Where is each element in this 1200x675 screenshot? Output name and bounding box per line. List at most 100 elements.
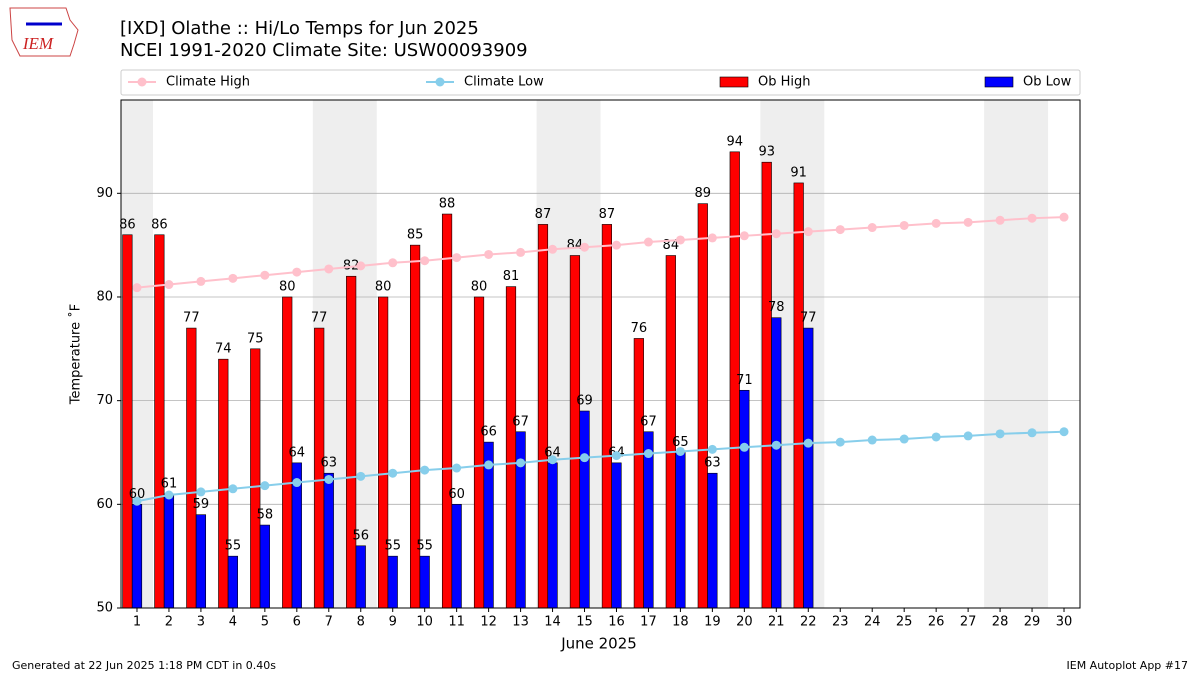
value-label: 87 bbox=[535, 207, 552, 222]
value-label: 64 bbox=[544, 445, 561, 460]
legend-swatch bbox=[984, 76, 1014, 88]
value-label: 63 bbox=[704, 456, 721, 471]
line-marker bbox=[356, 471, 366, 481]
value-label: 76 bbox=[631, 321, 648, 336]
line-marker bbox=[867, 435, 877, 445]
value-label: 80 bbox=[375, 279, 392, 294]
legend-marker bbox=[435, 77, 445, 87]
line-marker bbox=[899, 434, 909, 444]
line-marker bbox=[1027, 428, 1037, 438]
legend-label: Climate High bbox=[166, 75, 250, 90]
x-tick-label: 12 bbox=[480, 615, 497, 630]
bar bbox=[579, 410, 590, 609]
value-label: 66 bbox=[480, 425, 497, 440]
line-marker bbox=[611, 240, 621, 250]
line-marker bbox=[196, 487, 206, 497]
line-marker bbox=[963, 217, 973, 227]
bar bbox=[761, 161, 772, 609]
line-marker bbox=[420, 465, 430, 475]
x-tick-label: 28 bbox=[992, 615, 1009, 630]
value-label: 80 bbox=[279, 279, 296, 294]
x-tick-label: 13 bbox=[512, 615, 529, 630]
legend-swatch bbox=[719, 76, 749, 88]
line-marker bbox=[1027, 213, 1037, 223]
value-label: 77 bbox=[183, 311, 200, 326]
bar bbox=[163, 493, 175, 609]
line-marker bbox=[484, 249, 494, 259]
bar bbox=[707, 472, 718, 609]
bar bbox=[259, 524, 270, 609]
value-label: 65 bbox=[672, 435, 689, 450]
bar bbox=[697, 203, 708, 609]
line-marker bbox=[707, 444, 717, 454]
line-marker bbox=[963, 431, 973, 441]
line-marker bbox=[995, 215, 1005, 225]
x-tick-label: 1 bbox=[133, 615, 141, 630]
line-marker bbox=[675, 446, 685, 456]
bar bbox=[473, 296, 485, 609]
x-tick-label: 23 bbox=[832, 615, 849, 630]
line-marker bbox=[292, 478, 302, 488]
line-marker bbox=[643, 449, 653, 459]
line bbox=[136, 216, 1065, 289]
bar bbox=[665, 255, 676, 609]
value-label: 77 bbox=[800, 311, 817, 326]
y-tick-label: 80 bbox=[96, 289, 113, 304]
line-marker bbox=[580, 453, 590, 463]
line-marker bbox=[452, 463, 462, 473]
value-label: 64 bbox=[289, 445, 306, 460]
logo-outline bbox=[9, 7, 79, 57]
x-tick-label: 10 bbox=[416, 615, 433, 630]
x-tick-label: 15 bbox=[576, 615, 593, 630]
value-label: 74 bbox=[215, 342, 232, 357]
x-tick-label: 20 bbox=[736, 615, 753, 630]
bar bbox=[505, 286, 517, 609]
line-marker bbox=[867, 223, 877, 233]
line-marker bbox=[835, 225, 845, 235]
line-marker bbox=[1059, 427, 1069, 437]
line-marker bbox=[356, 261, 366, 271]
value-label: 84 bbox=[567, 238, 584, 253]
bar bbox=[793, 182, 804, 609]
x-tick-label: 16 bbox=[608, 615, 625, 630]
bar bbox=[441, 213, 453, 609]
line-marker bbox=[516, 458, 526, 468]
line-marker bbox=[995, 429, 1005, 439]
value-label: 87 bbox=[599, 207, 616, 222]
value-label: 69 bbox=[576, 394, 593, 409]
value-label: 80 bbox=[471, 279, 488, 294]
bar bbox=[346, 275, 357, 609]
logo-text: IEM bbox=[22, 34, 54, 53]
x-tick-label: 22 bbox=[800, 615, 817, 630]
y-tick-label: 50 bbox=[96, 601, 113, 616]
x-tick-label: 5 bbox=[261, 615, 269, 630]
line-marker bbox=[931, 432, 941, 442]
x-tick-label: 14 bbox=[544, 615, 561, 630]
x-tick-label: 9 bbox=[389, 615, 397, 630]
line-marker bbox=[899, 220, 909, 230]
x-tick-label: 11 bbox=[448, 615, 465, 630]
bar bbox=[771, 317, 782, 609]
line-marker bbox=[739, 442, 749, 452]
value-label: 59 bbox=[193, 497, 210, 512]
value-label: 94 bbox=[726, 134, 743, 149]
line-marker bbox=[228, 273, 238, 283]
line-marker bbox=[452, 253, 462, 263]
bar bbox=[154, 234, 165, 609]
value-label: 67 bbox=[512, 414, 529, 429]
y-tick-label: 90 bbox=[96, 186, 113, 201]
value-label: 85 bbox=[407, 228, 424, 243]
x-tick-label: 8 bbox=[357, 615, 365, 630]
bar bbox=[803, 327, 814, 609]
x-tick-label: 2 bbox=[165, 615, 173, 630]
x-tick-label: 26 bbox=[928, 615, 945, 630]
legend-label: Ob Low bbox=[1023, 75, 1072, 90]
bar bbox=[547, 462, 558, 609]
line-marker bbox=[771, 440, 781, 450]
line-marker bbox=[228, 484, 238, 494]
x-tick-label: 6 bbox=[293, 615, 301, 630]
bar bbox=[675, 452, 686, 609]
line-marker bbox=[580, 242, 590, 252]
legend-label: Climate Low bbox=[464, 75, 544, 90]
bar bbox=[186, 327, 197, 609]
